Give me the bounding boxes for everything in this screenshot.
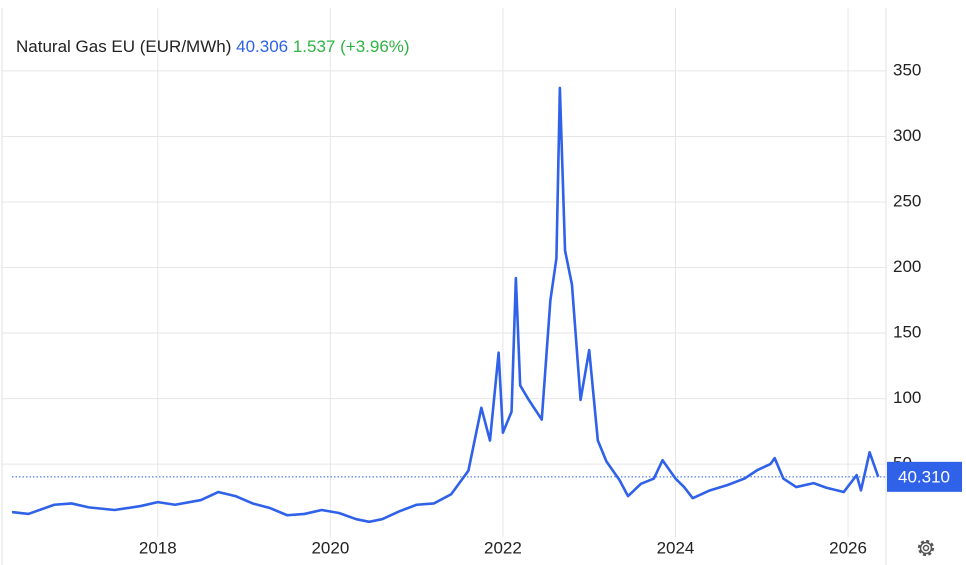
x-tick-label: 2020: [311, 538, 349, 557]
x-tick-label: 2026: [829, 538, 867, 557]
x-tick-label: 2024: [657, 538, 695, 557]
price-badge-label: 40.310: [898, 467, 950, 486]
settings-icon[interactable]: [917, 539, 935, 557]
x-tick-label: 2022: [484, 538, 522, 557]
price-badge: [887, 461, 962, 492]
y-tick-label: 300: [893, 126, 921, 145]
y-tick-label: 100: [893, 388, 921, 407]
y-tick-label: 350: [893, 60, 921, 79]
header: Natural Gas EU (EUR/MWh) 40.306 1.537 (+…: [16, 37, 410, 56]
y-tick-label: 150: [893, 323, 921, 342]
y-tick-label: 200: [893, 257, 921, 276]
price-change: 1.537 (+3.96%): [293, 37, 410, 56]
last-price: 40.306: [236, 37, 288, 56]
price-line: [11, 86, 880, 524]
y-tick-label: 250: [893, 191, 921, 210]
x-tick-label: 2018: [139, 538, 177, 557]
instrument-name: Natural Gas EU (EUR/MWh): [16, 37, 231, 56]
